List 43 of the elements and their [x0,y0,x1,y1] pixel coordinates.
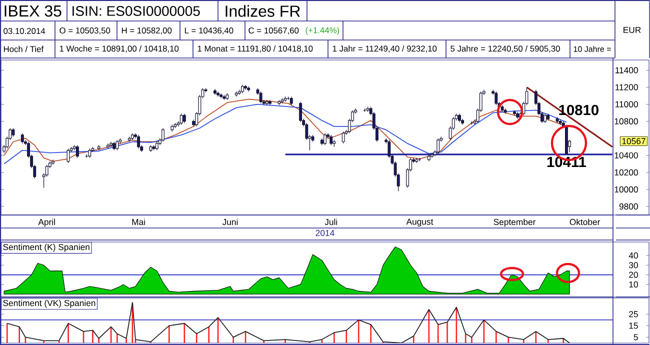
x-tick-label: Juli [324,218,338,226]
x-tick-label: Oktober [570,218,600,226]
y-tick-label: 9800 [619,203,638,210]
text: O = 10503,50 [60,28,110,34]
x-tick-label: September [494,218,536,227]
annotation: 10567 [622,138,646,144]
x-axis-title: 2014 [316,230,334,236]
text: C = 10567,60 [248,28,299,34]
y-tick-label: 11000 [616,101,638,108]
y-tick-label: 20 [629,272,638,278]
text: Hoch / Tief [4,46,44,52]
chart-subtitle: ISIN: ES0SI0000005 [72,6,200,16]
y-tick-label: 10 [629,281,638,288]
chart-title: Sentiment (K) Spanien [3,244,90,252]
text: L = 10436,40 [184,28,234,34]
text: 03.10.2014 [4,28,46,34]
chart-title: Sentiment (VK) Spanien [3,300,96,308]
x-tick-label: August [406,218,434,226]
x-tick-label: Mai [132,218,145,226]
chart-title: IBEX 35 [4,5,62,17]
y-tick-label: 11400 [616,67,638,74]
text: H = 10582,00 [122,28,172,34]
text: (+1.44%) [306,27,340,35]
x-tick-label: April [38,218,55,227]
y-tick-label: 10800 [614,118,638,124]
text: 10 Jahre = [574,46,611,52]
text: 5 Jahre = 12240,50 / 5905,30 [450,45,560,53]
y-tick-label: 15 [629,322,638,329]
y-tick-label: 40 [628,252,638,259]
y-tick-label: 30 [628,262,638,268]
y-tick-label: 11200 [616,84,638,90]
y-tick-label: 10200 [614,169,638,176]
y-tick-label: 10000 [614,186,638,193]
y-tick-label: 10400 [614,152,638,158]
text: 1 Jahr = 11249,40 / 9232,10 [332,45,437,53]
annotation: 10810 [559,104,598,116]
y-tick-label: 5 [634,334,638,340]
text: 1 Woche = 10891,00 / 10418,10 [60,45,179,53]
text: Indizes FR [226,5,300,17]
y-axis-title: EUR [624,26,641,34]
text: 1 Monat = 11191,80 / 10418,10 [198,45,313,53]
y-tick-label: 25 [629,311,638,318]
x-tick-label: Juni [222,218,238,226]
